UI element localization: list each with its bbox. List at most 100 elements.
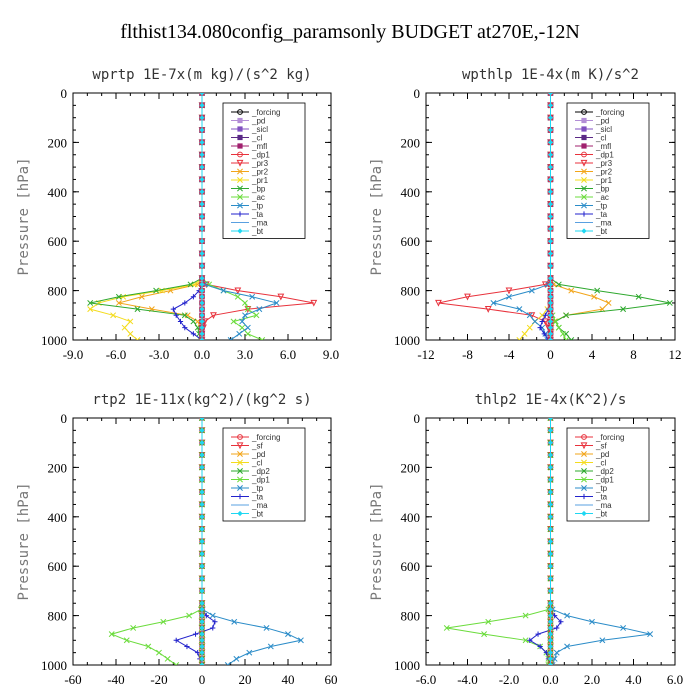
legend-label: _cl (595, 459, 606, 468)
data-point (199, 250, 205, 257)
data-point (547, 337, 554, 340)
data-point (555, 324, 562, 331)
data-point (199, 201, 205, 207)
y-tick-label: 1000 (41, 658, 67, 673)
data-point (173, 312, 179, 318)
x-tick-label: 0.0 (542, 672, 558, 687)
data-point (559, 330, 566, 337)
data-point (547, 489, 554, 495)
series-group (443, 418, 654, 665)
legend-label: _tp (251, 202, 264, 211)
data-point (199, 115, 205, 121)
data-point (199, 600, 205, 606)
legend-label: _ta (251, 493, 264, 502)
legend-box (222, 102, 306, 239)
data-point (594, 287, 601, 294)
data-point (199, 452, 205, 458)
data-point (259, 337, 266, 340)
y-axis-label: Pressure [hPa] (369, 482, 385, 600)
data-point (121, 324, 128, 331)
legend-label: _bp (595, 185, 610, 194)
data-point (87, 306, 94, 313)
data-point (199, 337, 205, 340)
data-point (558, 619, 564, 625)
series-group (435, 93, 673, 340)
legend-marker (237, 202, 243, 209)
data-point (199, 563, 205, 569)
y-tick-label: 200 (401, 460, 421, 475)
data-point (547, 238, 554, 244)
data-point (635, 293, 642, 300)
data-point (547, 201, 554, 207)
data-point (542, 312, 548, 318)
data-point (199, 501, 205, 508)
data-point (547, 619, 554, 625)
x-tick-label: 0 (199, 672, 206, 687)
legend-marker (581, 143, 587, 149)
series-group (87, 93, 318, 340)
data-point (199, 643, 205, 650)
legend-label: _ma (251, 219, 268, 228)
data-point (535, 631, 541, 637)
data-point (199, 588, 205, 594)
data-point (547, 418, 554, 421)
legend-label: _ma (251, 501, 268, 510)
data-point (186, 612, 193, 619)
data-point (199, 275, 205, 281)
x-tick-label: -3.0 (149, 347, 170, 362)
legend-marker (581, 151, 587, 158)
x-tick-label: -60 (64, 672, 81, 687)
y-tick-label: 600 (48, 234, 68, 249)
data-point (568, 337, 575, 340)
data-point (547, 213, 554, 220)
data-point (236, 330, 243, 337)
data-point (484, 306, 492, 313)
data-point (199, 331, 205, 337)
data-point (547, 477, 554, 483)
legend-label: _bt (251, 510, 264, 519)
data-point (547, 662, 554, 665)
legend-label: _mfl (251, 142, 267, 151)
y-tick-label: 1000 (394, 333, 420, 348)
y-tick-label: 400 (401, 510, 421, 525)
data-point (199, 306, 205, 312)
data-point (199, 619, 205, 625)
legend-label: _ma (595, 501, 612, 510)
data-point (199, 300, 205, 306)
y-tick-label: 600 (401, 559, 421, 574)
legend-marker (236, 159, 244, 167)
data-point (190, 294, 196, 300)
data-point (199, 139, 205, 145)
data-point (647, 631, 654, 638)
data-point (127, 318, 134, 325)
data-point (199, 650, 205, 656)
data-point (173, 637, 179, 643)
chart-panel-1: wprtp 1E-7x(m kg)/(s^2 kg) Pressure [hPa]… (16, 67, 339, 362)
data-point (231, 618, 238, 625)
data-point (184, 643, 190, 650)
x-tick-label: -6.0 (416, 672, 437, 687)
legend-label: _bt (595, 510, 608, 519)
data-point (156, 649, 162, 656)
data-point (547, 93, 554, 96)
legend-marker (581, 434, 587, 440)
legend: _forcing_sf_pd_cl_dp2_dp1_tp_ta_ma_bt (566, 427, 650, 522)
y-tick-label: 800 (48, 284, 68, 299)
data-point (199, 551, 205, 557)
y-tick-label: 0 (414, 411, 421, 426)
legend-label: _forcing (595, 433, 624, 442)
data-point (547, 318, 554, 325)
data-point (547, 656, 554, 662)
data-point (547, 312, 554, 318)
data-point (552, 318, 559, 325)
data-point (547, 325, 554, 331)
data-point (547, 102, 554, 108)
data-point (164, 655, 171, 662)
data-point (522, 612, 529, 619)
x-tick-label: 8 (630, 347, 637, 362)
data-point (490, 299, 497, 306)
x-tick-label: -6.0 (106, 347, 127, 362)
legend-label: _bt (595, 227, 608, 236)
data-point (210, 625, 216, 631)
data-point (199, 288, 205, 294)
